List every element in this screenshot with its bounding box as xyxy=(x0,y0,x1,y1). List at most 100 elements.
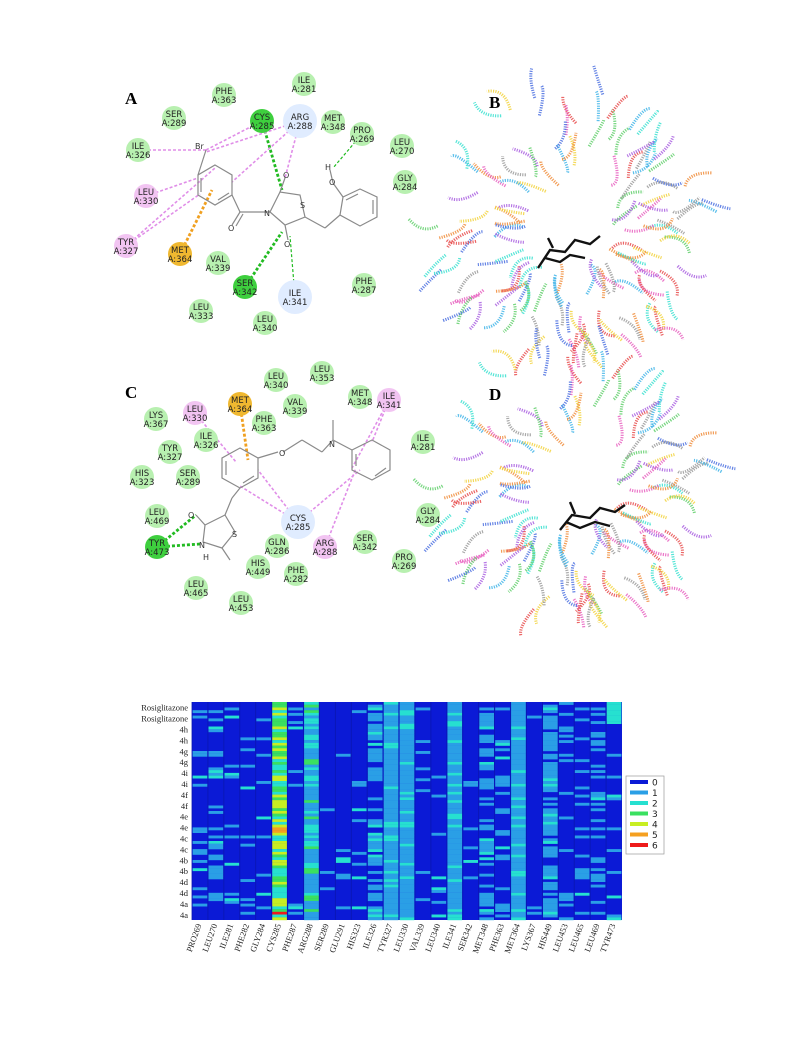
heatmap-cell xyxy=(272,802,287,806)
residue-name: CYS xyxy=(290,514,306,524)
ribbon-segment xyxy=(569,310,590,337)
heatmap-cell xyxy=(511,756,526,760)
heatmap-cell xyxy=(399,762,415,765)
heatmap-cell xyxy=(288,783,303,787)
heatmap-cell xyxy=(304,909,319,912)
ligand-a-ring-2 xyxy=(269,191,306,226)
heatmap-cell xyxy=(272,816,287,820)
ribbon-segment xyxy=(499,465,527,485)
panel-b-protein-ribbon xyxy=(407,65,731,377)
residue-circle xyxy=(278,280,312,314)
heatmap-cell xyxy=(272,710,287,714)
heatmap-cell xyxy=(304,797,319,801)
heatmap-cell xyxy=(447,786,463,790)
ribbon-segment xyxy=(586,593,602,624)
heatmap-cell xyxy=(272,843,287,847)
residue-name: LYS xyxy=(149,411,163,421)
heatmap-cell xyxy=(240,748,256,752)
heatmap-cell xyxy=(590,819,606,823)
heatmap-cell xyxy=(590,794,606,798)
heatmap-cell xyxy=(367,704,383,708)
heatmap-cell xyxy=(511,890,526,893)
heatmap-cell xyxy=(383,816,399,820)
heatmap-cell xyxy=(351,906,367,910)
heatmap-cell xyxy=(272,770,287,773)
heatmap-cell xyxy=(543,832,558,836)
residue-circle xyxy=(283,104,317,138)
heatmap-cell xyxy=(511,783,526,787)
ribbon-segment xyxy=(499,492,529,504)
heatmap-cell xyxy=(399,838,415,842)
heatmap-cell xyxy=(367,846,383,850)
residue-number: A:340 xyxy=(264,381,289,391)
heatmap-cell xyxy=(272,786,287,790)
ribbon-segment xyxy=(598,318,623,342)
heatmap-cell xyxy=(272,903,287,907)
ribbon-segment xyxy=(499,483,531,490)
heatmap-cell xyxy=(399,857,415,861)
ribbon-segment xyxy=(640,401,657,430)
ribbon-segment xyxy=(534,595,551,625)
heatmap-cell xyxy=(511,778,526,782)
residue-name: ILE xyxy=(298,76,311,86)
heatmap-cell xyxy=(543,898,558,902)
heatmap-cell xyxy=(367,775,383,779)
heatmap-cell xyxy=(383,868,399,872)
heatmap-cell xyxy=(383,753,399,757)
heatmap-cell xyxy=(447,748,463,752)
heatmap-cell xyxy=(447,898,463,902)
heatmap-cell xyxy=(208,751,224,754)
heatmap-row-label: 4i xyxy=(181,768,188,778)
ribbon-segment xyxy=(452,451,484,462)
heatmap-cell xyxy=(304,767,319,771)
residue-name: ILE xyxy=(200,432,213,442)
residue-circle xyxy=(377,388,401,412)
heatmap-cell xyxy=(590,770,606,773)
ribbon-segment xyxy=(487,425,512,448)
heatmap-cell xyxy=(367,797,383,801)
heatmap-cell xyxy=(399,824,415,828)
heatmap-cell xyxy=(447,753,463,757)
heatmap-cell xyxy=(272,824,287,828)
heatmap-cell xyxy=(479,707,494,711)
heatmap-cell xyxy=(511,748,526,752)
heatmap-row-label: 4f xyxy=(181,790,188,800)
ribbon-segment xyxy=(615,250,647,260)
residue-number: A:364 xyxy=(228,405,253,415)
heatmap-cell xyxy=(495,791,510,795)
heatmap-cell xyxy=(543,756,558,760)
heatmap-cell xyxy=(304,865,319,869)
heatmap-cell xyxy=(543,767,558,771)
ribbon-segment xyxy=(603,528,611,560)
heatmap-cell xyxy=(399,723,415,727)
heatmap-cell xyxy=(383,911,399,915)
ribbon-segment xyxy=(603,578,628,602)
residue-name: LEU xyxy=(188,580,204,590)
heatmap-cell xyxy=(256,816,271,820)
heatmap-cell xyxy=(192,775,208,779)
heatmap-cell xyxy=(399,865,415,869)
ribbon-segment xyxy=(534,327,542,359)
ribbon-segment xyxy=(575,583,592,613)
ribbon-segment xyxy=(583,341,604,369)
heatmap-cell xyxy=(304,753,319,757)
atom-label: O xyxy=(228,224,234,233)
heatmap-cell xyxy=(272,775,287,779)
heatmap-cell xyxy=(590,879,606,882)
heatmap-cell xyxy=(192,715,208,719)
ribbon-segment xyxy=(459,399,475,430)
heatmap-cell xyxy=(479,849,494,852)
heatmap-cell xyxy=(495,808,510,812)
heatmap-cell xyxy=(447,772,463,776)
heatmap-cell xyxy=(574,759,590,763)
ribbon-segment xyxy=(626,140,655,158)
heatmap-cell xyxy=(383,876,399,880)
heatmap-cell xyxy=(527,911,542,915)
heatmap-cell xyxy=(511,830,526,833)
residue-number: A:286 xyxy=(265,547,290,557)
heatmap-cell xyxy=(447,892,463,896)
